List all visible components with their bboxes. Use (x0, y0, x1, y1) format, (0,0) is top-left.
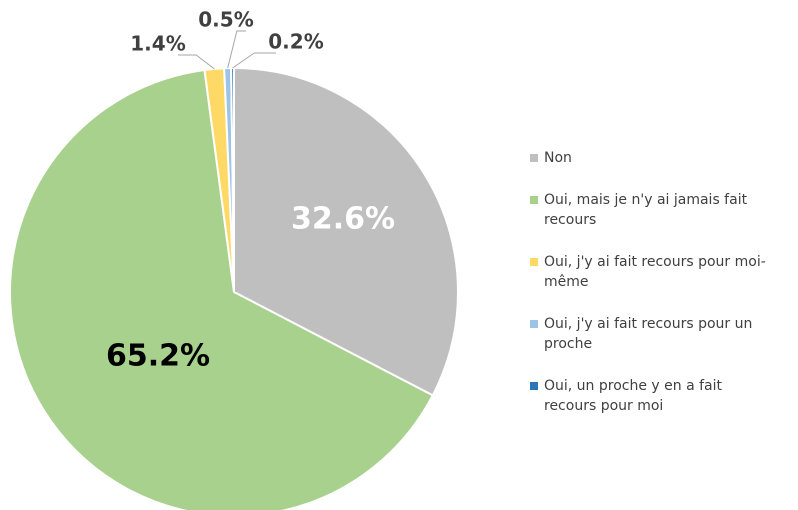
leader-line (232, 52, 276, 69)
data-label: 32.6% (291, 202, 395, 237)
pie-slice (233, 66, 459, 397)
legend-item: Oui, mais je n'y ai jamais fait recours (528, 190, 778, 230)
data-label: 1.4% (130, 32, 185, 56)
legend-label: Oui, j'y ai fait recours pour un proche (544, 316, 753, 352)
data-label: 0.5% (198, 8, 253, 32)
legend-swatch (530, 196, 538, 204)
pie-slice (9, 68, 435, 510)
legend-swatch (530, 320, 538, 328)
legend-swatch (530, 258, 538, 266)
legend-item: Oui, j'y ai fait recours pour un proche (528, 314, 778, 354)
leader-line (227, 30, 246, 69)
legend-item: Oui, j'y ai fait recours pour moi-même (528, 252, 778, 292)
legend-label: Oui, mais je n'y ai jamais fait recours (544, 192, 748, 228)
legend-swatch (530, 382, 538, 390)
pie-slice (230, 66, 235, 293)
legend-item: Oui, un proche y en a fait recours pour … (528, 376, 778, 416)
data-label: 65.2% (106, 339, 210, 374)
legend: Non Oui, mais je n'y ai jamais fait recou… (528, 148, 778, 438)
legend-label: Oui, un proche y en a fait recours pour … (544, 378, 723, 414)
legend-swatch (530, 154, 538, 162)
legend-label: Non (544, 150, 572, 166)
legend-label: Oui, j'y ai fait recours pour moi-même (544, 254, 766, 290)
leader-line (178, 54, 215, 70)
legend-item: Non (528, 148, 778, 168)
data-label: 0.2% (268, 30, 323, 54)
